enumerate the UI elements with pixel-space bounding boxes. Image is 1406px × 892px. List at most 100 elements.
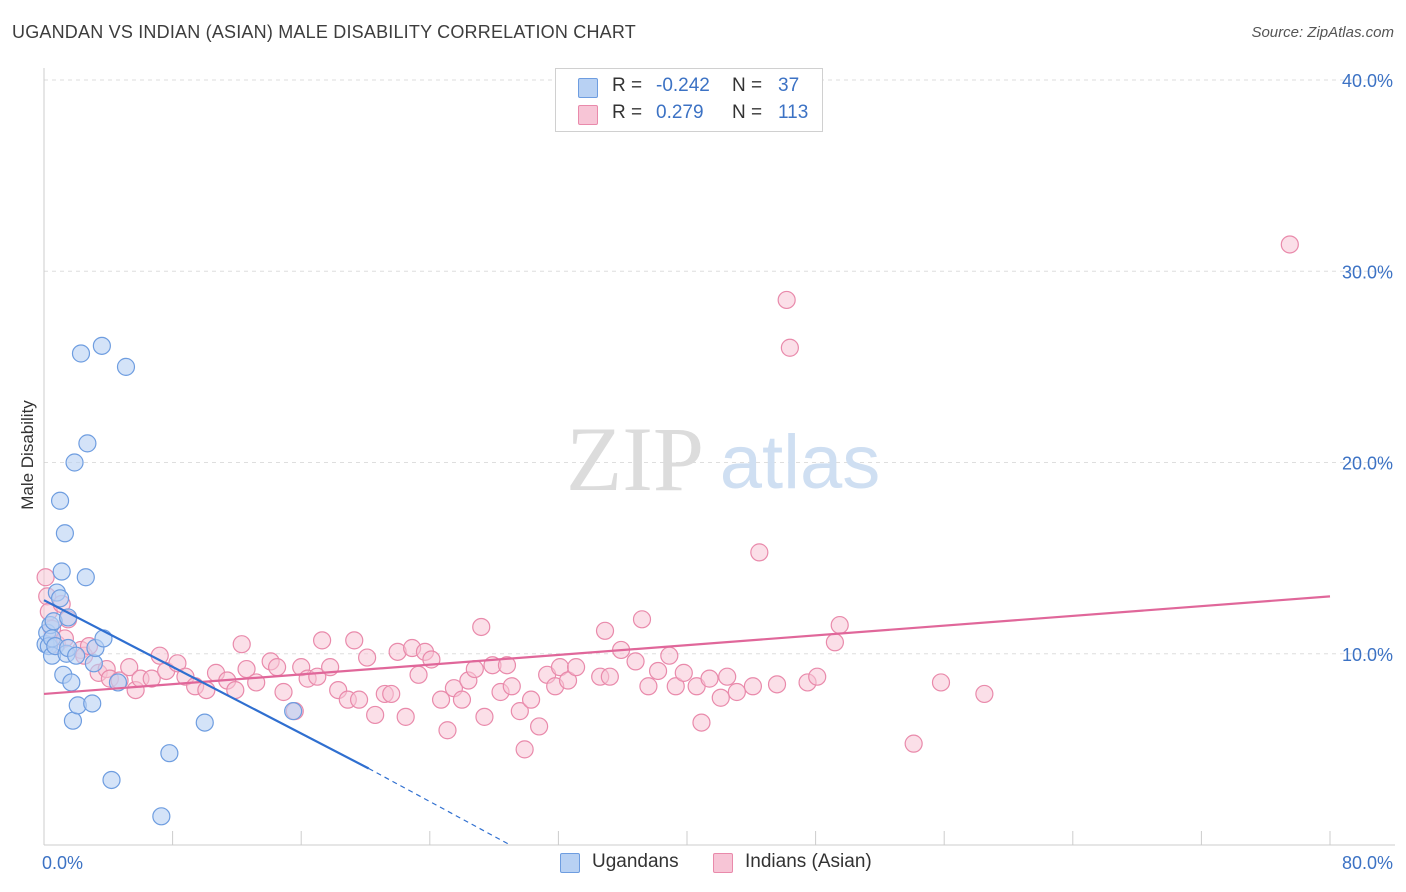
indian-point (600, 667, 619, 686)
legend-r-value: -0.242 (656, 75, 710, 96)
indian-point (743, 677, 763, 696)
indian-point (626, 652, 645, 671)
indian-point (358, 648, 377, 667)
indian-point (502, 677, 521, 696)
indian-point (975, 684, 994, 704)
y-tick-label: 40.0% (1342, 71, 1393, 91)
chart-title: UGANDAN VS INDIAN (ASIAN) MALE DISABILIT… (12, 22, 636, 42)
bottom-legend-label-indians: Indians (Asian) (745, 851, 872, 872)
ugandan-point (52, 562, 71, 581)
stats-legend: R = -0.242 N = 37 R = 0.279 N = 113 (555, 68, 823, 132)
watermark-zip: ZIP (566, 408, 704, 510)
indian-point (431, 690, 451, 709)
indian-point (452, 690, 472, 709)
indian-point (674, 663, 693, 682)
ugandan-point (160, 744, 179, 763)
indian-point (830, 615, 849, 635)
indian-point (267, 658, 287, 677)
indian-point (515, 740, 534, 759)
trend-line-ugandans (43, 599, 370, 770)
indian-point (142, 669, 161, 688)
bottom-legend-swatch-ugandans (560, 853, 580, 873)
ugandan-point (67, 646, 86, 665)
indian-point (648, 661, 668, 681)
ugandan-point (116, 357, 136, 376)
legend-swatch-indians (578, 105, 598, 125)
indian-point (382, 684, 401, 704)
legend-n-label: N = (732, 75, 763, 96)
indian-point (438, 721, 457, 740)
ugandan-point (195, 713, 214, 732)
series-ugandans-points (36, 336, 303, 826)
trend-lines (43, 595, 1331, 846)
y-tick-label: 30.0% (1342, 262, 1393, 282)
gridlines (44, 79, 1395, 655)
watermark-atlas: atlas (720, 420, 881, 505)
indian-point (475, 707, 494, 726)
ugandan-point (62, 673, 81, 692)
indian-point (349, 690, 369, 709)
ugandan-point (94, 629, 113, 648)
indian-point (274, 682, 293, 702)
ugandan-point (92, 336, 111, 355)
indian-point (750, 543, 769, 562)
indian-point (472, 617, 491, 637)
ugandan-point (102, 770, 121, 790)
indian-point (767, 675, 787, 694)
legend-n-label: N = (732, 102, 763, 123)
indian-point (409, 665, 428, 684)
indian-point (931, 673, 951, 692)
indian-point (312, 631, 332, 650)
source-label: Source: ZipAtlas.com (1251, 24, 1394, 41)
indian-point (510, 702, 529, 721)
tick-labels: 10.0% 20.0% 30.0% 40.0% 0.0% 80.0% (42, 71, 1393, 873)
indian-point (465, 659, 484, 679)
indian-point (660, 646, 679, 665)
indian-point (366, 705, 385, 725)
trend-line-ugandans-extension (368, 767, 511, 846)
indian-point (521, 690, 541, 709)
legend-swatch-ugandans (578, 78, 598, 98)
ugandan-point (284, 702, 303, 721)
indian-point (1280, 235, 1299, 254)
axes (43, 68, 1395, 846)
legend-r-value: 0.279 (656, 102, 704, 123)
indian-point (904, 734, 923, 753)
indian-point (497, 656, 517, 675)
x-tick-label-min: 0.0% (42, 853, 83, 873)
indian-point (345, 631, 364, 650)
watermark: ZIP atlas (566, 408, 880, 510)
indian-point (727, 682, 746, 702)
ugandan-point (78, 434, 97, 453)
y-tick-label: 20.0% (1342, 454, 1393, 474)
ugandan-point (152, 807, 171, 826)
indian-point (780, 338, 799, 357)
indian-point (566, 658, 586, 677)
indian-point (595, 621, 615, 640)
indian-point (120, 658, 139, 677)
indian-point (692, 713, 711, 732)
ugandan-point (84, 654, 103, 673)
ugandan-point (63, 711, 83, 730)
indian-point (632, 610, 652, 629)
ugandan-point (65, 453, 84, 472)
bottom-legend-swatch-indians (713, 853, 733, 873)
indian-point (639, 677, 658, 696)
ugandan-point (50, 589, 70, 608)
legend-r-label: R = (612, 75, 643, 96)
indian-point (36, 568, 55, 587)
indian-point (700, 669, 719, 688)
indian-point (558, 671, 578, 690)
indian-point (711, 688, 730, 707)
indian-point (150, 646, 169, 665)
ugandan-point (83, 694, 102, 713)
indian-point (396, 707, 415, 726)
x-tick-label-max: 80.0% (1342, 853, 1393, 873)
indian-point (666, 677, 685, 696)
ugandan-point (50, 491, 70, 510)
ugandan-point (108, 673, 128, 692)
indian-point (825, 633, 844, 652)
indian-point (232, 635, 251, 654)
indian-point (777, 290, 796, 310)
